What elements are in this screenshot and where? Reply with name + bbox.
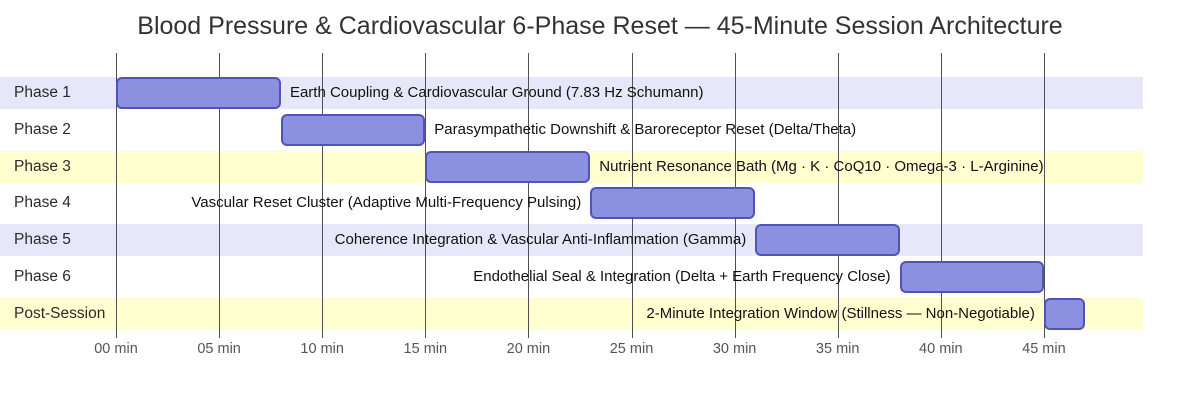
gridline	[116, 53, 117, 330]
gridline	[322, 53, 324, 330]
gridline	[528, 53, 530, 330]
task-label: 2-Minute Integration Window (Stillness —…	[646, 304, 1035, 322]
gridline	[837, 53, 839, 330]
gantt-bar	[425, 150, 591, 183]
gantt-bar	[590, 187, 756, 220]
row-band	[0, 224, 1143, 257]
row-band	[0, 297, 1143, 330]
row-band	[0, 187, 1143, 220]
gantt-bar	[755, 224, 900, 257]
row-label: Phase 5	[14, 231, 71, 249]
row-label: Phase 4	[14, 194, 71, 212]
row-label: Phase 2	[14, 120, 71, 138]
axis-tick	[322, 330, 324, 338]
axis-tick	[528, 330, 530, 338]
axis-tick	[116, 330, 117, 338]
gridline	[425, 53, 427, 330]
task-label: Endothelial Seal & Integration (Delta + …	[473, 268, 891, 285]
gridline	[1043, 53, 1045, 330]
axis-tick-label: 40 min	[919, 341, 963, 357]
axis-tick	[734, 330, 736, 338]
axis-tick-label: 05 min	[197, 341, 241, 357]
gantt-bar	[116, 77, 281, 109]
gridline	[940, 53, 942, 330]
row-label: Phase 3	[14, 157, 71, 175]
row-label: Phase 6	[14, 268, 71, 285]
axis-tick-label: 20 min	[506, 341, 551, 357]
axis-tick	[219, 330, 221, 338]
row-label: Post-Session	[14, 304, 106, 322]
gantt-bar	[899, 261, 1044, 293]
axis-tick	[837, 330, 839, 338]
axis-tick-label: 25 min	[609, 341, 654, 357]
gantt-bar	[1043, 297, 1086, 330]
axis-tick-label: 15 min	[403, 341, 448, 357]
axis-tick-label: 45 min	[1022, 341, 1066, 357]
axis-tick-label: 10 min	[300, 341, 344, 357]
task-label: Vascular Reset Cluster (Adaptive Multi-F…	[191, 194, 582, 212]
gridline	[219, 53, 221, 330]
chart-title: Blood Pressure & Cardiovascular 6-Phase …	[137, 12, 1063, 40]
axis-tick	[1043, 330, 1045, 338]
task-label: Parasympathetic Downshift & Baroreceptor…	[434, 120, 857, 138]
row-band	[0, 113, 1143, 146]
task-label: Coherence Integration & Vascular Anti-In…	[334, 231, 747, 249]
task-label: Earth Coupling & Cardiovascular Ground (…	[289, 84, 704, 101]
gantt-bar	[280, 113, 426, 146]
axis-tick	[425, 330, 427, 338]
axis-tick-label: 00 min	[94, 341, 138, 357]
axis-tick	[631, 330, 633, 338]
row-label: Phase 1	[14, 84, 71, 101]
axis-tick-label: 30 min	[712, 341, 757, 357]
axis-tick-label: 35 min	[815, 341, 860, 357]
task-label: Nutrient Resonance Bath (Mg · K · CoQ10 …	[599, 157, 1044, 175]
axis-tick	[940, 330, 942, 338]
